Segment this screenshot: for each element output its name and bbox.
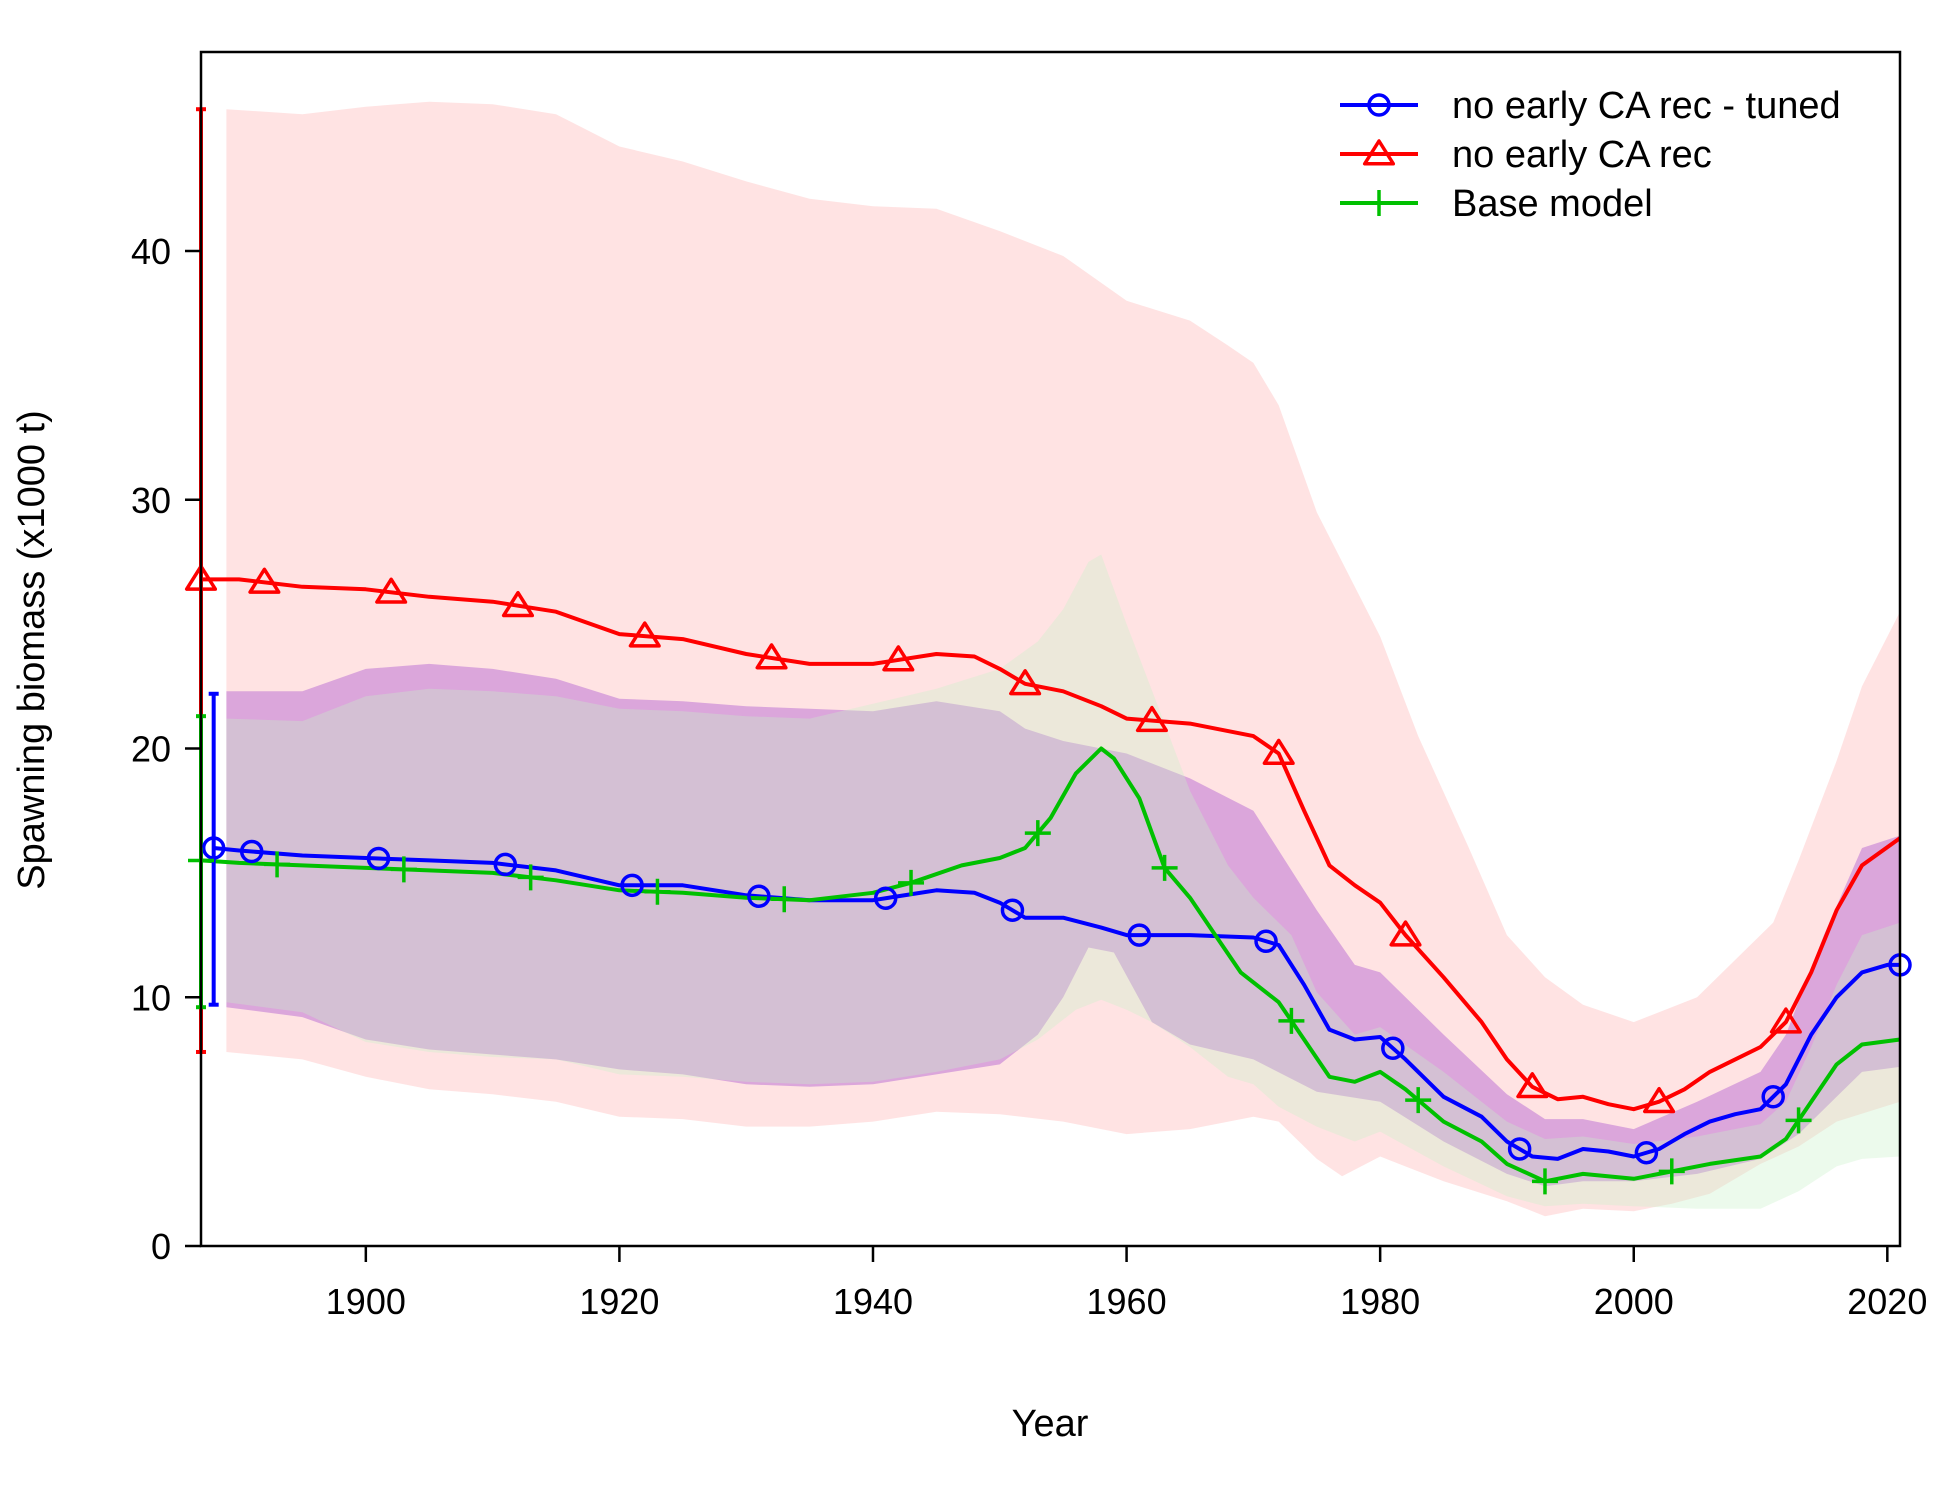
legend-item-2: Base model [1340, 183, 1653, 225]
legend: no early CA rec - tuned no early CA rec Ba… [1340, 85, 1841, 225]
marker-2-1 [264, 851, 291, 878]
marker-0-4 [620, 873, 644, 898]
marker-2-2 [390, 856, 417, 883]
marker-0-2 [366, 846, 391, 871]
marker-2-6 [898, 869, 925, 896]
marker-2-9 [1278, 1007, 1305, 1034]
y-tick-label: 30 [131, 480, 171, 521]
marker-1-5 [755, 643, 788, 670]
marker-0-6 [873, 886, 898, 910]
marker-0-5 [747, 884, 771, 909]
marker-0-10 [1381, 1036, 1405, 1060]
marker-1-7 [1009, 669, 1042, 696]
marker-2-11 [1531, 1168, 1558, 1195]
x-axis: 1900 1920 1940 1960 1980 2000 2020 [326, 1246, 1927, 1322]
x-tick-label: 2020 [1847, 1281, 1927, 1322]
marker-2-7 [1024, 820, 1051, 847]
y-axis-title: Spawning biomass (x1000 t) [11, 410, 53, 889]
legend-label: no early CA rec [1452, 134, 1712, 176]
marker-1-2 [375, 577, 408, 604]
y-tick-label: 0 [151, 1226, 171, 1267]
marker-2-12 [1658, 1158, 1685, 1185]
marker-0-12 [1634, 1140, 1659, 1165]
x-tick-label: 1920 [579, 1281, 659, 1322]
marker-0-0 [201, 836, 226, 860]
y-tick-label: 40 [131, 231, 171, 272]
marker-2-5 [771, 886, 798, 913]
marker-1-3 [501, 590, 535, 618]
legend-marker [1367, 93, 1391, 117]
marker-0-13 [1761, 1085, 1785, 1109]
marker-2-8 [1151, 854, 1178, 881]
marker-1-9 [1262, 738, 1295, 765]
marker-1-13 [1769, 1007, 1802, 1034]
marker-1-6 [882, 645, 915, 672]
legend-item-0: no early CA rec - tuned [1340, 85, 1841, 127]
series-line-0 [213, 846, 1900, 1161]
marker-2-4 [644, 878, 671, 905]
marker-0-1 [239, 839, 264, 864]
marker-2-13 [1785, 1107, 1812, 1134]
band-2 [226, 554, 1900, 1209]
series-markers [184, 564, 1912, 1195]
marker-0-8 [1127, 923, 1152, 947]
legend-item-1: no early CA rec [1340, 134, 1712, 176]
legend-marker [1366, 190, 1392, 216]
y-axis: 0 10 20 30 40 [131, 231, 201, 1267]
x-tick-label: 1960 [1087, 1281, 1167, 1322]
x-tick-label: 1940 [833, 1281, 913, 1322]
y-tick-label: 10 [131, 977, 171, 1018]
x-tick-label: 1900 [326, 1281, 406, 1322]
marker-0-7 [1000, 898, 1025, 922]
legend-marker [1362, 139, 1396, 166]
confidence-bands [226, 101, 1900, 1217]
y-tick-label: 20 [131, 729, 171, 770]
marker-1-8 [1135, 705, 1168, 733]
error-bar-0 [208, 691, 219, 1007]
marker-1-12 [1643, 1086, 1676, 1114]
legend-label: Base model [1452, 183, 1653, 225]
band-1 [226, 101, 1900, 1217]
x-axis-title: Year [1012, 1403, 1089, 1445]
marker-0-3 [493, 852, 518, 877]
marker-0-11 [1507, 1137, 1532, 1161]
band-0 [226, 663, 1900, 1187]
legend-label: no early CA rec - tuned [1452, 85, 1841, 127]
marker-1-11 [1516, 1072, 1549, 1099]
marker-2-3 [517, 864, 544, 891]
marker-2-10 [1405, 1087, 1432, 1114]
plot-frame [199, 50, 1902, 1248]
series-line-1 [201, 577, 1902, 1112]
marker-0-9 [1254, 929, 1278, 954]
marker-1-10 [1389, 920, 1422, 947]
marker-1-4 [628, 621, 661, 648]
x-tick-label: 1980 [1340, 1281, 1420, 1322]
marker-1-1 [248, 567, 281, 594]
x-tick-label: 2000 [1594, 1281, 1674, 1322]
